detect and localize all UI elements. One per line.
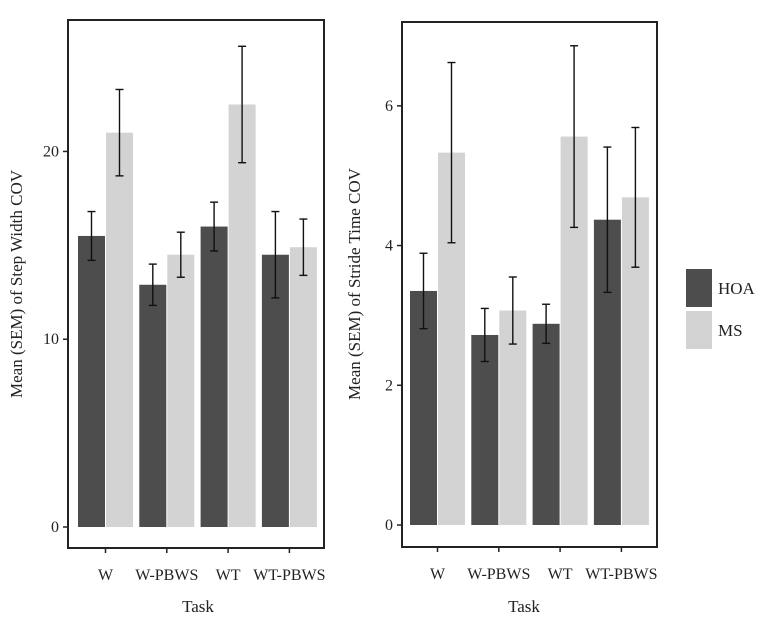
- legend-swatch-ms: [686, 311, 712, 349]
- bar-hoa-wt: [200, 226, 228, 528]
- y-axis-ticks: 0 10 20: [43, 143, 68, 536]
- x-tick-label: W-PBWS: [135, 567, 198, 584]
- error-bar-hoa-w: [87, 210, 96, 262]
- error-bar-hoa-w: [419, 252, 428, 330]
- bar-hoa-wt-pbws: [261, 254, 289, 527]
- y-axis-ticks: 0 2 4 6: [385, 98, 402, 534]
- x-axis-title: Task: [508, 597, 540, 616]
- error-bar-ms-wt-pbws: [631, 126, 640, 268]
- y-axis-title: Mean (SEM) of Stride Time COV: [345, 167, 364, 400]
- bar-ms-w: [106, 132, 133, 527]
- x-tick-label: WT-PBWS: [253, 567, 325, 584]
- y-tick-label: 0: [385, 517, 393, 534]
- y-tick-label: 4: [385, 238, 393, 255]
- legend-swatch-hoa: [686, 269, 712, 307]
- stride-time-panel: 0 2 4 6 W W-PBWS WT WT-PBWS Mean (SEM) of Stri…: [345, 21, 658, 616]
- error-bar-ms-w-pbws: [176, 231, 185, 278]
- error-bar-hoa-wt: [210, 201, 219, 252]
- legend-label-hoa: HOA: [718, 279, 756, 298]
- bar-ms-w-pbws: [167, 254, 195, 527]
- x-tick-label: WT: [548, 566, 573, 583]
- x-tick-label: W-PBWS: [467, 566, 530, 583]
- x-tick-label: W: [430, 566, 446, 583]
- error-bar-hoa-w-pbws: [480, 307, 489, 363]
- error-bar-ms-wt: [570, 45, 579, 229]
- error-bar-ms-wt: [238, 45, 247, 164]
- bar-hoa-w-pbws: [471, 334, 499, 525]
- bar-ms-wt: [228, 104, 256, 527]
- x-tick-label: WT: [216, 567, 241, 584]
- x-tick-label: W: [98, 567, 114, 584]
- legend: HOA MS: [686, 269, 756, 349]
- plot-frame: [401, 21, 658, 548]
- y-tick-label: 0: [51, 519, 59, 536]
- y-tick-label: 2: [385, 377, 393, 394]
- x-tick-label: WT-PBWS: [585, 566, 657, 583]
- y-axis-title: Mean (SEM) of Step Width COV: [7, 169, 26, 398]
- x-axis-title: Task: [182, 597, 214, 616]
- bar-hoa-w: [410, 290, 437, 525]
- error-bar-ms-w: [447, 61, 456, 244]
- bar-ms-wt-pbws: [289, 247, 317, 527]
- plot-frame: [67, 19, 325, 549]
- error-bar-hoa-wt: [542, 303, 551, 345]
- bar-ms-w-pbws: [499, 310, 527, 525]
- bar-hoa-w: [78, 235, 105, 527]
- error-bar-hoa-wt-pbws: [271, 210, 280, 299]
- bar-hoa-wt: [532, 323, 560, 525]
- error-bar-ms-w: [115, 88, 124, 177]
- bars-layer: [78, 45, 317, 528]
- error-bar-ms-w-pbws: [508, 276, 517, 345]
- bar-hoa-w-pbws: [139, 284, 167, 527]
- bars-layer: [410, 45, 649, 526]
- error-bar-hoa-wt-pbws: [603, 146, 612, 294]
- y-tick-label: 10: [43, 331, 59, 348]
- x-axis-ticks: W W-PBWS WT WT-PBWS: [430, 547, 658, 583]
- error-bar-hoa-w-pbws: [148, 263, 157, 307]
- legend-label-ms: MS: [718, 321, 743, 340]
- y-tick-label: 6: [385, 98, 393, 115]
- y-tick-label: 20: [43, 143, 59, 160]
- error-bar-ms-wt-pbws: [299, 218, 308, 277]
- x-axis-ticks: W W-PBWS WT WT-PBWS: [98, 548, 326, 584]
- step-width-panel: 0 10 20 W W-PBWS WT WT-PBWS Mean (SEM) of Ste…: [7, 19, 326, 616]
